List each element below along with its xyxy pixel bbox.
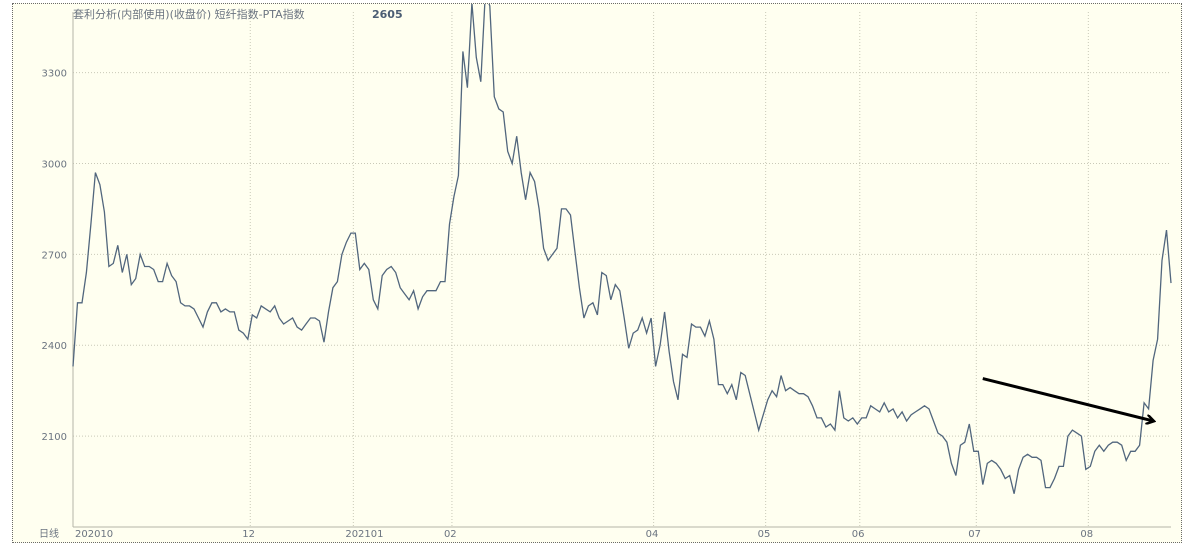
series-layer	[72, 4, 1172, 494]
x-tick-label: 202010	[75, 529, 113, 540]
annotation-arrow	[982, 377, 1153, 421]
y-tick-label: 3000	[42, 159, 67, 170]
chart-title: 套利分析(内部使用)(收盘价) 短纤指数-PTA指数	[73, 7, 305, 21]
y-tick-label: 3300	[42, 69, 67, 80]
x-tick-label: 02	[444, 529, 457, 540]
period-label: 日线	[39, 527, 59, 540]
x-tick-label: 08	[1080, 529, 1093, 540]
x-tick-label: 202101	[345, 529, 383, 540]
axes	[72, 12, 1171, 528]
chart-panel: 2100 2400 2700 3000 3300 202010 12 202101 02 04 0…	[12, 3, 1182, 543]
line-chart: 2100 2400 2700 3000 3300 202010 12 202101 02 04 0…	[39, 4, 1183, 540]
y-tick-label: 2100	[42, 432, 67, 443]
y-tick-label: 2700	[42, 250, 67, 261]
x-axis-ticks: 202010122021010204050607080910	[75, 529, 1093, 540]
x-tick-label: 12	[242, 529, 255, 540]
annotation-layer	[982, 377, 1183, 421]
last-value: 2605	[372, 8, 403, 21]
y-axis-ticks: 2100 2400 2700 3000 3300	[42, 69, 67, 444]
x-tick-label: 04	[646, 529, 659, 540]
x-tick-label: 05	[758, 529, 771, 540]
x-tick-label: 06	[852, 529, 865, 540]
x-tick-label: 07	[968, 529, 981, 540]
gridlines	[73, 12, 1171, 527]
series-line	[72, 4, 1172, 494]
y-tick-label: 2400	[42, 341, 67, 352]
